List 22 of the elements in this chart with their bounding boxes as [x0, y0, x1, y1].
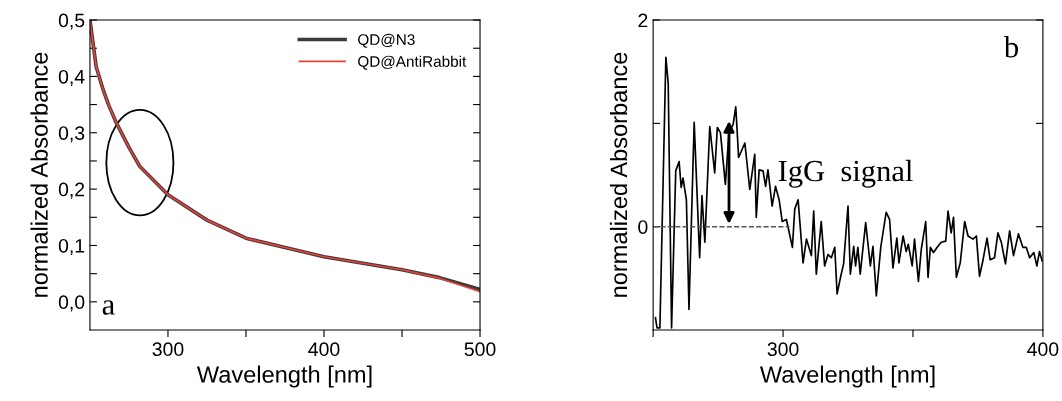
- annotation: IgG signal: [778, 159, 913, 188]
- y-tick-label: 0: [638, 220, 648, 234]
- y-tick-label: 0,1: [58, 238, 85, 256]
- x-tick-label: 300: [152, 342, 184, 357]
- y-axis-title: normalized Absorbance: [609, 52, 628, 297]
- y-tick-label: 0,0: [58, 295, 85, 312]
- annotation: b: [1003, 36, 1019, 58]
- y-tick-label: 2: [638, 13, 648, 28]
- y-axis-title: normalized Absorbance: [30, 52, 48, 297]
- x-axis-title: Wavelength [nm]: [196, 365, 372, 388]
- x-tick-label: 400: [1027, 342, 1059, 357]
- y-tick-label: 0,4: [58, 69, 85, 86]
- y-tick-label: 0,5: [58, 13, 85, 30]
- x-tick-label: 500: [464, 342, 496, 357]
- x-tick-label: 400: [308, 342, 340, 357]
- x-axis-title: Wavelength [nm]: [759, 365, 935, 388]
- y-tick-label: 0,3: [58, 126, 85, 143]
- legend-label: QD@AntiRabbit: [358, 55, 467, 70]
- annotation: a: [102, 300, 115, 315]
- x-tick-label: 300: [767, 342, 799, 357]
- legend-label: QD@N3: [358, 33, 415, 48]
- y-tick-label: 0,2: [58, 182, 85, 199]
